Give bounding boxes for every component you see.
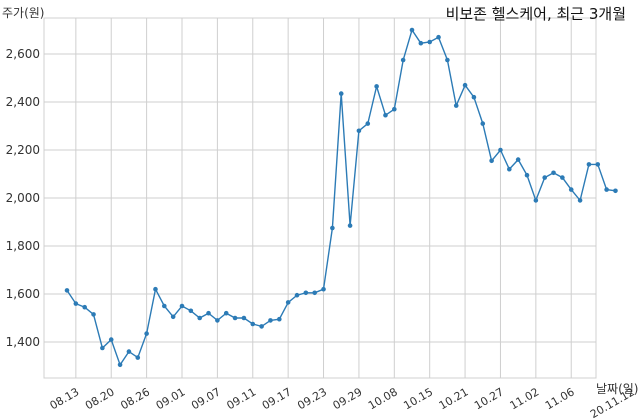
data-point	[330, 225, 335, 231]
data-point	[542, 175, 547, 180]
y-tick-label: 2,200	[6, 143, 40, 157]
x-tick-label: 09.29	[331, 385, 365, 412]
data-point	[117, 362, 123, 368]
data-point	[356, 128, 362, 134]
data-point	[586, 162, 592, 167]
data-point	[551, 170, 556, 176]
x-tick-label: 08.13	[48, 385, 82, 412]
data-point	[179, 303, 185, 309]
data-point	[312, 290, 317, 296]
data-point	[241, 315, 247, 321]
x-tick-label: 11.06	[543, 385, 577, 412]
x-tick-label: 10.15	[401, 385, 435, 412]
data-point	[515, 157, 521, 162]
data-point	[64, 288, 70, 293]
data-point	[427, 39, 432, 45]
data-point	[108, 337, 114, 342]
data-point	[73, 301, 79, 306]
x-tick-label: 09.17	[260, 385, 294, 412]
x-tick-label: 10.21	[437, 385, 471, 412]
x-tick-label: 08.26	[118, 385, 152, 412]
data-point	[533, 198, 539, 203]
data-point	[303, 290, 309, 296]
x-tick-label: 11.02	[508, 385, 542, 412]
data-point	[595, 162, 601, 167]
data-point	[507, 166, 512, 172]
data-point	[604, 187, 609, 192]
y-tick-label: 2,600	[6, 47, 40, 61]
x-tick-label: 09.07	[189, 385, 223, 412]
data-point	[374, 84, 379, 89]
data-point	[489, 158, 494, 164]
data-point	[498, 147, 503, 153]
data-point	[197, 315, 202, 321]
chart-title: 비보존 헬스케어, 최근 3개월	[445, 5, 626, 23]
x-axis-label: 날짜(일)	[596, 382, 639, 396]
data-point	[277, 316, 282, 322]
x-tick-label: 08.20	[83, 385, 117, 412]
series-line	[66, 28, 616, 367]
data-point	[613, 188, 618, 194]
data-point	[170, 314, 176, 320]
data-point	[560, 175, 565, 180]
data-point	[436, 34, 441, 40]
x-tick-label: 10.27	[472, 385, 506, 412]
data-point	[400, 57, 406, 63]
x-tick-label: 09.11	[224, 385, 258, 412]
data-point	[91, 312, 96, 317]
data-point	[250, 321, 256, 327]
data-point	[100, 345, 105, 351]
data-point	[268, 318, 273, 323]
data-point	[365, 121, 371, 126]
data-point	[418, 40, 424, 46]
y-tick-label: 1,600	[6, 287, 40, 301]
y-tick-label: 2,400	[6, 95, 40, 109]
y-tick-label: 2,000	[6, 191, 40, 205]
data-point	[568, 187, 574, 192]
data-point	[285, 300, 291, 305]
y-tick-label: 1,800	[6, 239, 40, 253]
data-point	[338, 91, 344, 96]
data-point	[392, 106, 397, 112]
y-axis-label: 주가(원)	[2, 6, 45, 20]
data-point	[223, 310, 229, 316]
data-point	[82, 304, 87, 310]
data-point	[188, 308, 194, 314]
data-point	[135, 355, 141, 360]
data-point	[524, 172, 530, 178]
data-point	[162, 303, 167, 309]
data-point	[462, 82, 468, 88]
data-point	[453, 103, 459, 108]
data-point	[153, 286, 158, 292]
data-point	[321, 286, 326, 292]
data-point	[144, 331, 149, 336]
data-point	[445, 57, 450, 63]
data-point	[347, 223, 353, 228]
data-point	[480, 121, 486, 126]
data-point	[259, 324, 264, 329]
data-point	[471, 94, 477, 100]
x-tick-label: 10.08	[366, 385, 400, 412]
data-point	[577, 198, 583, 203]
x-tick-label: 09.23	[295, 385, 329, 412]
data-point	[294, 292, 300, 298]
data-point	[232, 315, 238, 321]
data-point	[409, 27, 415, 33]
data-point	[126, 349, 132, 354]
y-tick-label: 1,400	[6, 335, 40, 349]
data-point	[383, 112, 388, 118]
data-point	[206, 310, 211, 316]
x-tick-label: 09.01	[154, 385, 188, 412]
data-point	[215, 318, 220, 323]
